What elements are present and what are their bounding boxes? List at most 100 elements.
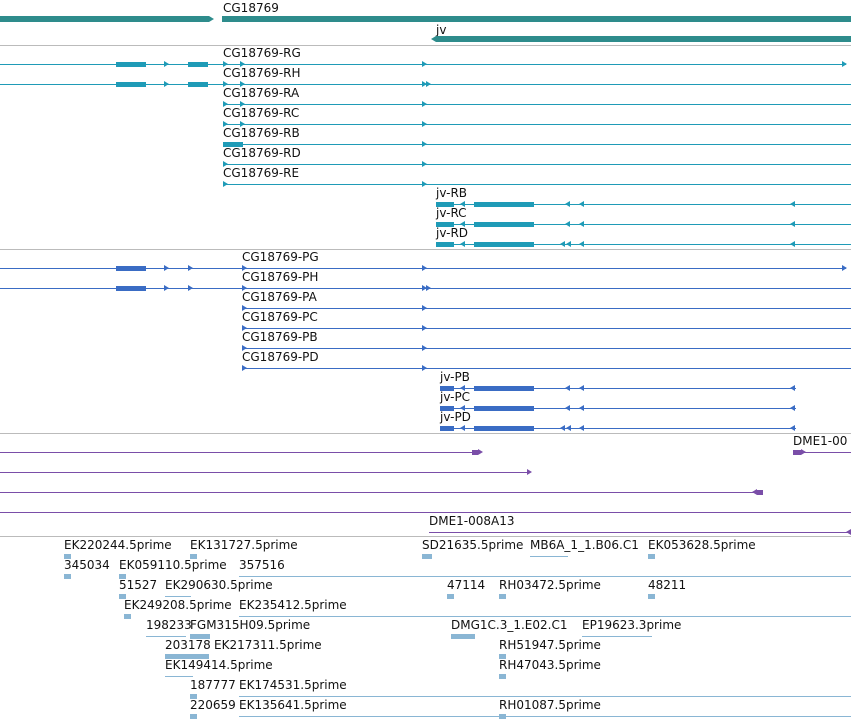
est-feature[interactable] xyxy=(190,694,197,699)
est-feature[interactable] xyxy=(447,594,454,599)
est-feature[interactable] xyxy=(499,654,506,659)
est-feature[interactable] xyxy=(124,614,131,619)
clone-line[interactable] xyxy=(0,492,763,493)
est-label: EK149414.5prime xyxy=(165,658,273,672)
strand-arrow-icon xyxy=(566,425,571,431)
transcript-label: CG18769-RD xyxy=(223,146,301,160)
est-feature[interactable] xyxy=(648,594,655,599)
strand-arrow-icon xyxy=(579,385,584,391)
est-feature[interactable] xyxy=(239,576,851,577)
exon xyxy=(436,222,454,227)
est-label: 220659 xyxy=(190,698,236,712)
est-feature[interactable] xyxy=(146,636,186,637)
est-feature[interactable] xyxy=(648,554,655,559)
strand-arrow-icon xyxy=(422,305,427,311)
strand-arrow-icon xyxy=(790,201,795,207)
transcript-intron[interactable] xyxy=(436,224,851,225)
est-feature[interactable] xyxy=(239,616,851,617)
transcript-label: CG18769-RB xyxy=(223,126,300,140)
est-label: EK235412.5prime xyxy=(239,598,347,612)
est-feature[interactable] xyxy=(239,716,851,717)
est-feature[interactable] xyxy=(190,714,197,719)
cds xyxy=(440,386,454,391)
gene-feature[interactable] xyxy=(222,16,851,22)
strand-arrow-icon xyxy=(790,425,795,431)
exon xyxy=(474,202,534,207)
protein-line[interactable] xyxy=(242,308,851,309)
est-label: RH51947.5prime xyxy=(499,638,601,652)
strand-arrow-icon xyxy=(790,405,795,411)
cds xyxy=(474,426,534,431)
strand-arrow-icon xyxy=(422,181,427,187)
gene-feature[interactable] xyxy=(436,36,851,42)
est-label: 47114 xyxy=(447,578,486,592)
transcript-intron[interactable] xyxy=(223,104,851,105)
protein-line[interactable] xyxy=(242,368,851,369)
est-feature[interactable] xyxy=(499,714,506,719)
transcript-intron[interactable] xyxy=(436,204,851,205)
transcript-intron[interactable] xyxy=(223,184,851,185)
transcript-label: CG18769-RG xyxy=(223,46,301,60)
protein-label: jv-PD xyxy=(440,410,471,424)
gene-label: jv xyxy=(436,23,447,37)
strand-arrow-icon xyxy=(242,285,247,291)
est-label: RH01087.5prime xyxy=(499,698,601,712)
strand-arrow-icon xyxy=(242,265,247,271)
est-feature[interactable] xyxy=(582,636,652,637)
est-label: EK135641.5prime xyxy=(239,698,347,712)
clone-arrow-icon xyxy=(752,489,757,495)
transcript-intron[interactable] xyxy=(436,244,851,245)
est-feature[interactable] xyxy=(422,554,432,559)
est-feature[interactable] xyxy=(239,696,851,697)
transcript-intron[interactable] xyxy=(223,164,851,165)
est-label: SD21635.5prime xyxy=(422,538,524,552)
clone-line[interactable] xyxy=(429,532,851,533)
protein-label: jv-PC xyxy=(440,390,471,404)
clone-end xyxy=(757,490,763,495)
transcript-intron[interactable] xyxy=(223,144,851,145)
track-separator xyxy=(0,536,851,537)
transcript-label: CG18769-RC xyxy=(223,106,300,120)
est-feature[interactable] xyxy=(119,574,126,579)
protein-line[interactable] xyxy=(440,428,796,429)
gene-feature[interactable] xyxy=(0,16,209,22)
protein-line[interactable] xyxy=(440,408,796,409)
clone-arrow-icon xyxy=(527,469,532,475)
est-feature[interactable] xyxy=(530,556,568,557)
est-label: EK174531.5prime xyxy=(239,678,347,692)
strand-arrow-icon xyxy=(422,161,427,167)
est-label: MB6A_1_1.B06.C1 xyxy=(530,538,639,552)
clone-label: DME1-008A13 xyxy=(429,514,515,528)
cds xyxy=(116,266,146,271)
clone-line[interactable] xyxy=(0,512,851,513)
est-feature[interactable] xyxy=(190,554,197,559)
clone-line[interactable] xyxy=(0,452,480,453)
est-feature[interactable] xyxy=(190,634,210,639)
est-feature[interactable] xyxy=(499,674,506,679)
clone-line[interactable] xyxy=(793,452,851,453)
est-feature[interactable] xyxy=(499,594,506,599)
exon xyxy=(474,222,534,227)
track-separator xyxy=(0,249,851,250)
transcript-label: CG18769-RA xyxy=(223,86,300,100)
est-feature[interactable] xyxy=(165,676,193,677)
clone-line[interactable] xyxy=(0,472,530,473)
est-feature[interactable] xyxy=(451,634,475,639)
strand-arrow-icon xyxy=(422,265,427,271)
est-feature[interactable] xyxy=(165,596,191,597)
est-feature[interactable] xyxy=(64,574,71,579)
protein-line[interactable] xyxy=(242,348,851,349)
est-feature[interactable] xyxy=(64,554,71,559)
est-feature[interactable] xyxy=(119,594,126,599)
strand-arrow-icon xyxy=(566,241,571,247)
protein-line[interactable] xyxy=(242,328,851,329)
est-feature[interactable] xyxy=(165,654,209,659)
transcript-intron[interactable] xyxy=(223,124,851,125)
strand-arrow-icon xyxy=(565,201,570,207)
protein-label: CG18769-PA xyxy=(242,290,317,304)
strand-arrow-icon xyxy=(579,405,584,411)
cds xyxy=(474,406,534,411)
protein-line[interactable] xyxy=(440,388,796,389)
exon xyxy=(116,62,146,67)
clone-label: DME1-00 xyxy=(793,434,848,448)
